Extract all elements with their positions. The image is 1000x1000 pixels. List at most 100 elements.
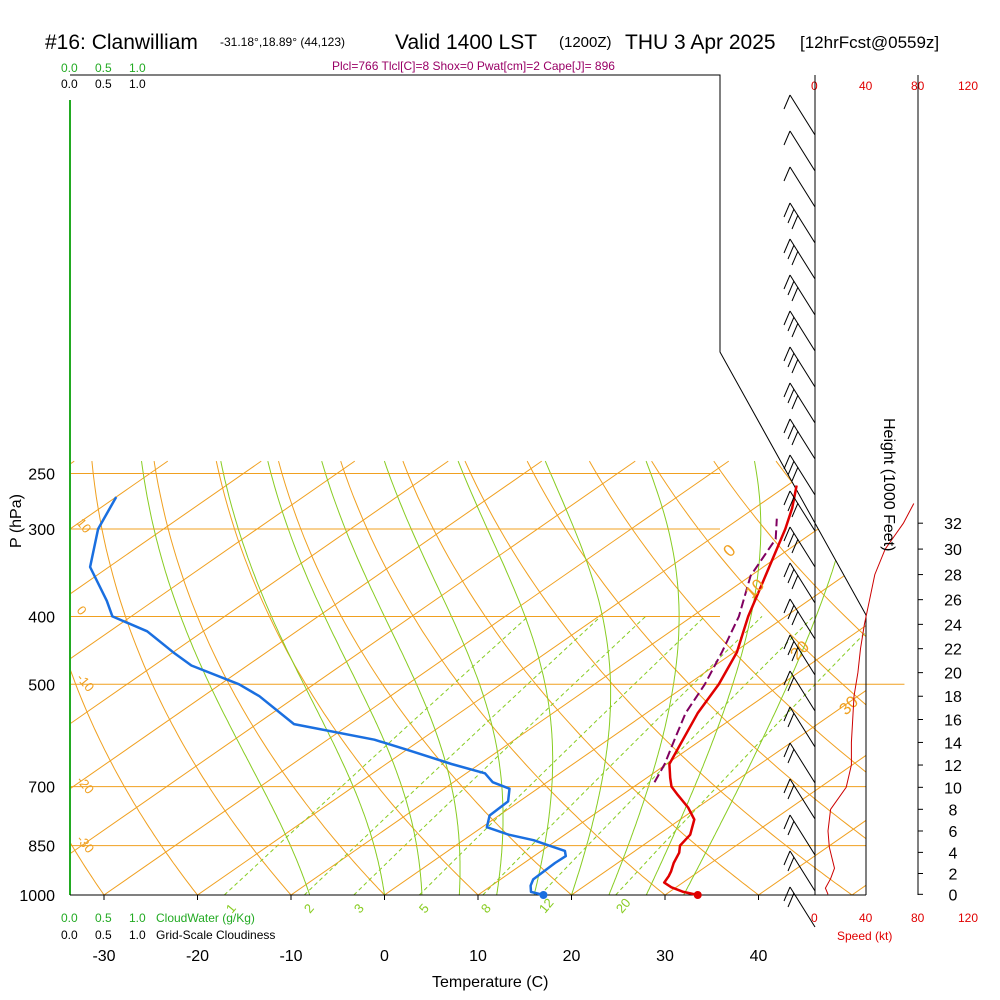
mixing-ratio-label: 5 xyxy=(416,901,432,916)
wind-barb-feather xyxy=(787,856,795,872)
dry-adiabat-line xyxy=(464,460,866,895)
wind-barb-feather xyxy=(791,574,799,590)
wind-barb-feather xyxy=(791,430,799,446)
wind-barb-feather xyxy=(791,610,799,626)
wind-barb-feather xyxy=(787,640,795,656)
wind-barb-feather xyxy=(783,814,791,830)
wind-barb-feather xyxy=(787,352,795,368)
height-tick-label: 24 xyxy=(944,617,962,634)
mixing-ratio-line xyxy=(303,616,602,895)
isotherm-line xyxy=(70,460,543,895)
dry-adiabat-line xyxy=(963,461,1000,910)
isotherm-line xyxy=(290,460,866,895)
chart-title: #16: Clanwilliam -31.18°,18.89° (44,123)… xyxy=(45,31,939,54)
wind-barb-feather xyxy=(787,316,795,332)
wind-barb-feather xyxy=(787,532,795,548)
mixing-ratio-label: 3 xyxy=(351,901,367,916)
wind-barb-feather xyxy=(791,322,799,338)
wind-barb-feather xyxy=(783,706,791,722)
dry-adiabat-line xyxy=(153,461,400,895)
isotherm-line xyxy=(70,460,262,895)
cloudiness-top-tick-2: 1.0 xyxy=(129,77,146,91)
wind-barb-feather xyxy=(783,850,791,866)
dry-adiabat-line xyxy=(588,460,866,895)
dewpoint-line xyxy=(88,496,568,897)
mixing-ratio-label: 20 xyxy=(613,895,634,916)
cloudwater-scale-top: 0.0 0.5 1.0 0.0 0.5 1.0 xyxy=(61,61,146,91)
height-tick-label: 2 xyxy=(949,866,958,883)
wind-barb-feather xyxy=(783,634,791,650)
wind-barb-feather xyxy=(783,670,791,686)
height-tick-label: 26 xyxy=(944,593,962,610)
surface-dewpoint-marker xyxy=(539,891,548,899)
height-tick-label: 12 xyxy=(944,758,962,775)
title-valid: Valid 1400 LST xyxy=(395,31,537,54)
isotherm-label: -30 xyxy=(74,832,98,856)
cloudwater-bottom-tick-0: 0.0 xyxy=(61,911,78,925)
wind-barb-feather xyxy=(783,526,791,542)
moist-adiabat-line xyxy=(645,461,762,895)
pressure-tick-label: 250 xyxy=(28,467,55,484)
wind-barb-feather xyxy=(783,238,791,254)
pressure-tick-label: 500 xyxy=(28,677,55,694)
moist-adiabat-line xyxy=(544,460,612,895)
speed-bottom-tick-3: 120 xyxy=(958,911,978,925)
cloudiness-label: Grid-Scale Cloudiness xyxy=(156,928,275,942)
wind-barb-feather xyxy=(783,454,791,470)
pressure-tick-label: 700 xyxy=(28,780,55,797)
moist-adiabat-line xyxy=(141,461,311,895)
speed-top-tick-1: 40 xyxy=(859,79,873,93)
wind-barb-feather xyxy=(787,280,795,296)
wind-barb-feather xyxy=(791,466,799,482)
isotherm-line xyxy=(758,460,866,895)
grid-labels: 100-10-20-300102030123581220 xyxy=(74,515,863,916)
isotherm-line xyxy=(70,460,356,895)
height-tick-label: 18 xyxy=(944,689,962,706)
dry-adiabat-line xyxy=(837,460,866,895)
wind-barb-feather xyxy=(787,784,795,800)
moist-adiabat-line xyxy=(383,460,504,895)
x-tick-label: 40 xyxy=(750,948,768,965)
cloudwater-top-tick-1: 0.5 xyxy=(95,61,112,75)
x-axis-label: Temperature (C) xyxy=(432,974,548,991)
dry-adiabat-line xyxy=(91,461,305,895)
wind-barb-staff xyxy=(789,166,816,208)
moist-adiabat-line xyxy=(683,461,858,895)
pressure-tick-label: 400 xyxy=(28,609,55,626)
height-tick-label: 32 xyxy=(944,516,962,533)
surface-temperature-marker xyxy=(693,891,702,899)
isotherm-label: -10 xyxy=(74,671,98,695)
x-tick-label: 30 xyxy=(656,948,674,965)
wind-barb-feather xyxy=(783,202,791,218)
mixing-ratio-label: 8 xyxy=(478,901,494,916)
plot-frame xyxy=(69,74,867,896)
wind-barb-feather xyxy=(783,130,791,146)
wind-barb-feather xyxy=(783,166,791,182)
wind-barb-feather xyxy=(787,568,795,584)
moist-adiabat-line xyxy=(267,460,423,895)
moist-adiabat-line xyxy=(321,460,461,895)
mixing-ratio-line xyxy=(482,616,763,895)
wind-barb-feather xyxy=(787,460,795,476)
x-tick-label: -30 xyxy=(92,948,115,965)
wind-barb-feather xyxy=(787,208,795,224)
cloudwater-top-tick-0: 0.0 xyxy=(61,61,78,75)
wind-barb-feather xyxy=(783,742,791,758)
isotherm-line xyxy=(851,460,866,895)
mixing-ratio-line xyxy=(615,616,866,895)
dry-adiabat-line xyxy=(713,460,866,895)
isotherm-line xyxy=(477,460,866,895)
x-tick-label: -20 xyxy=(186,948,209,965)
wind-barb-feather xyxy=(791,250,799,266)
wind-barb-feather xyxy=(787,676,795,692)
wind-barb-staff xyxy=(789,130,816,172)
plot-top-right-edge xyxy=(70,74,867,895)
x-tick-label: -10 xyxy=(279,948,302,965)
title-station: #16: Clanwilliam xyxy=(45,31,198,54)
cloudiness-bottom-tick-2: 1.0 xyxy=(129,928,146,942)
speed-top-tick-3: 120 xyxy=(958,79,978,93)
wind-barb-staff xyxy=(789,94,816,136)
height-tick-label: 10 xyxy=(944,780,962,797)
wind-barb-feather xyxy=(791,214,799,230)
